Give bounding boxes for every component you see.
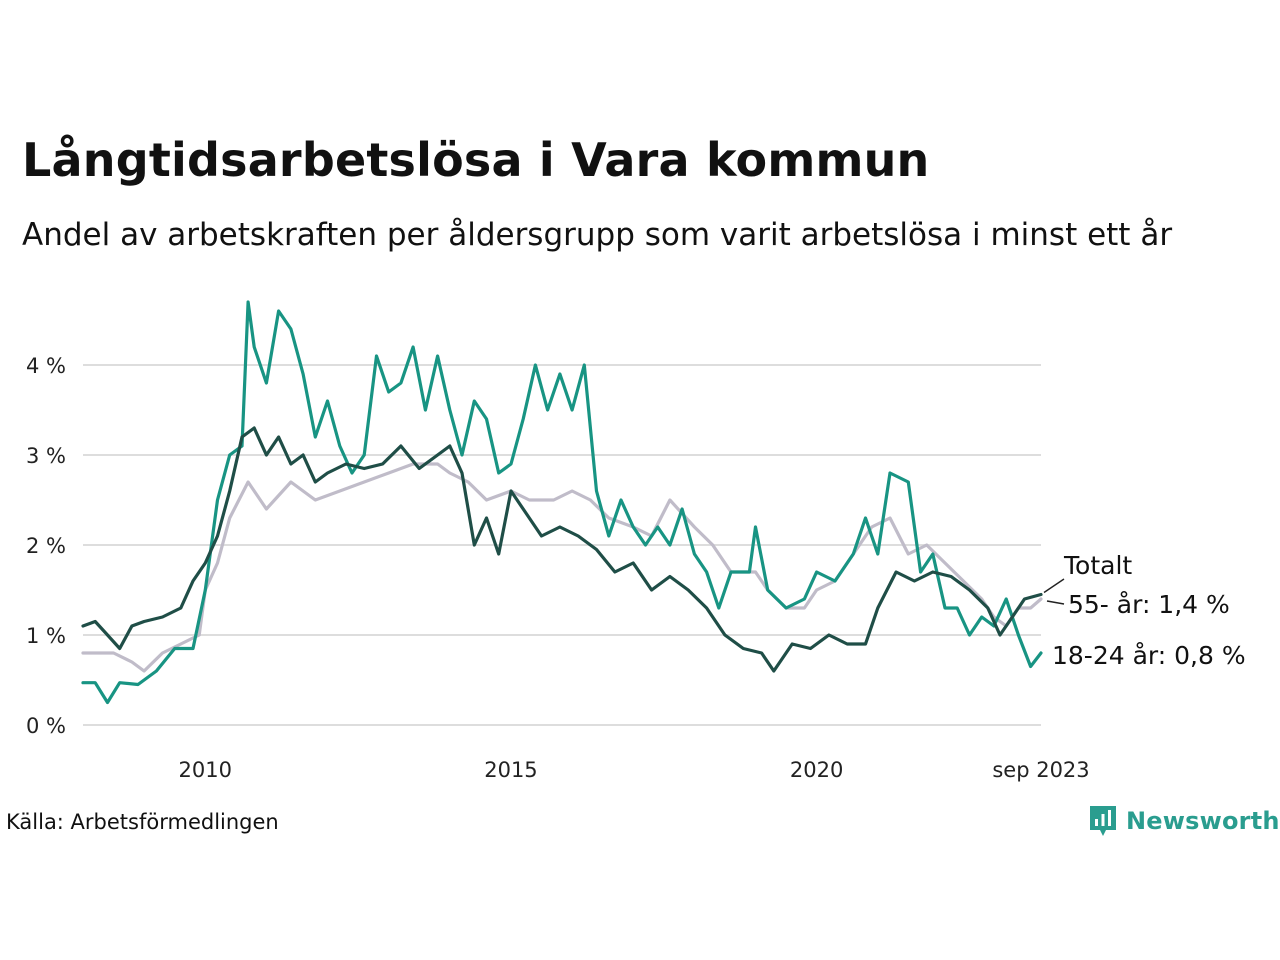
x-tick-label: 2010: [179, 758, 232, 782]
y-tick-label: 2 %: [26, 534, 66, 558]
x-tick-label: 2020: [790, 758, 843, 782]
series-line-totalt: [81, 426, 1043, 673]
series-end-label: 18-24 år: 0,8 %: [1052, 641, 1246, 670]
series-end-label: Totalt: [1063, 551, 1132, 580]
chart-title: Långtidsarbetslösa i Vara kommun: [22, 133, 930, 187]
source-note: Källa: Arbetsförmedlingen: [6, 810, 279, 834]
y-tick-label: 4 %: [26, 354, 66, 378]
series-line-55-r: [81, 462, 1043, 673]
label-leader-55: [1046, 600, 1065, 605]
y-tick-label: 0 %: [26, 714, 66, 738]
brand-name: Newsworthy: [1126, 807, 1280, 835]
series-end-label: 55- år: 1,4 %: [1068, 590, 1230, 619]
y-tick-label: 3 %: [26, 444, 66, 468]
newsworthy-logo-icon: [1090, 806, 1116, 836]
label-leader-totalt: [1043, 578, 1065, 594]
x-tick-label: sep 2023: [992, 758, 1089, 782]
brand-logo: Newsworthy: [1088, 804, 1280, 838]
series-line-18-24-r: [81, 300, 1043, 705]
y-tick-label: 1 %: [26, 624, 66, 648]
x-tick-label: 2015: [484, 758, 537, 782]
chart-subtitle: Andel av arbetskraften per åldersgrupp s…: [22, 217, 1173, 253]
